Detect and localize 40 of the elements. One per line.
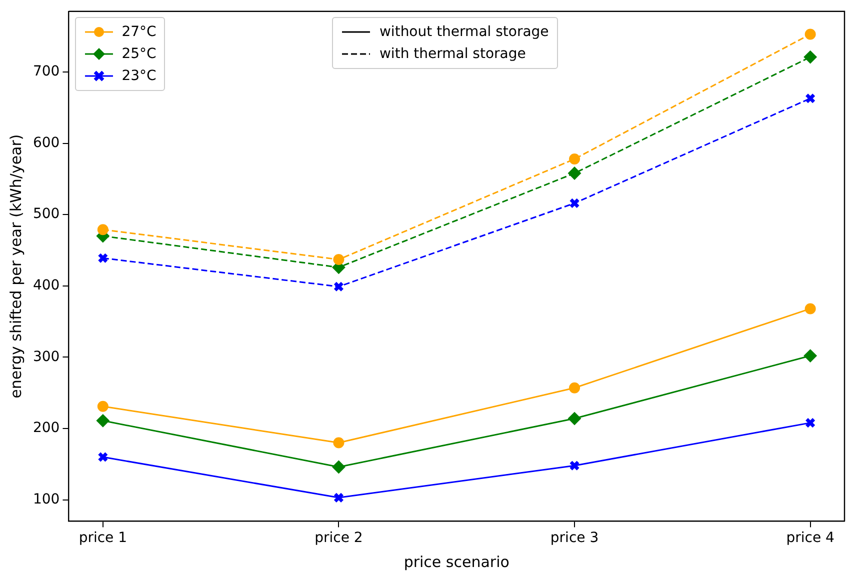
point xyxy=(568,412,582,426)
point xyxy=(96,414,110,428)
x-tick-label: price 1 xyxy=(78,530,128,546)
point xyxy=(333,492,344,503)
point xyxy=(568,166,582,180)
point xyxy=(97,400,108,412)
point xyxy=(333,437,344,448)
point xyxy=(804,28,816,40)
x-tick-label: price 2 xyxy=(314,530,363,546)
y-axis-title: energy shifted per year (kWh/year) xyxy=(6,134,25,398)
x-tick-label: price 4 xyxy=(786,530,834,546)
y-tick-label: 100 xyxy=(32,491,60,508)
point xyxy=(805,418,816,428)
point xyxy=(569,198,580,208)
x-tick-label: price 3 xyxy=(550,530,599,546)
y-tick-label: 600 xyxy=(32,134,60,151)
y-tick-label: 400 xyxy=(32,278,60,294)
point xyxy=(97,224,108,236)
point xyxy=(569,153,580,164)
point xyxy=(333,254,344,266)
point xyxy=(804,303,816,314)
legend-label: 23°C xyxy=(122,68,156,84)
y-tick-label: 500 xyxy=(32,206,60,222)
point xyxy=(804,50,817,64)
y-tick-label: 200 xyxy=(32,420,60,436)
annotation: without thermal storage xyxy=(379,24,549,40)
point xyxy=(569,460,580,471)
annotation: with thermal storage xyxy=(379,46,526,62)
point xyxy=(98,452,108,462)
point xyxy=(98,252,108,264)
point xyxy=(569,382,580,394)
point xyxy=(332,460,346,474)
point xyxy=(333,281,344,292)
legend-label: 25°C xyxy=(122,46,156,62)
y-tick-label: 300 xyxy=(32,348,60,365)
point xyxy=(804,349,817,362)
y-tick-label: 700 xyxy=(32,64,60,80)
legend-label: 27°C xyxy=(122,24,156,40)
x-axis-title: price scenario xyxy=(404,552,510,571)
point xyxy=(805,93,816,104)
